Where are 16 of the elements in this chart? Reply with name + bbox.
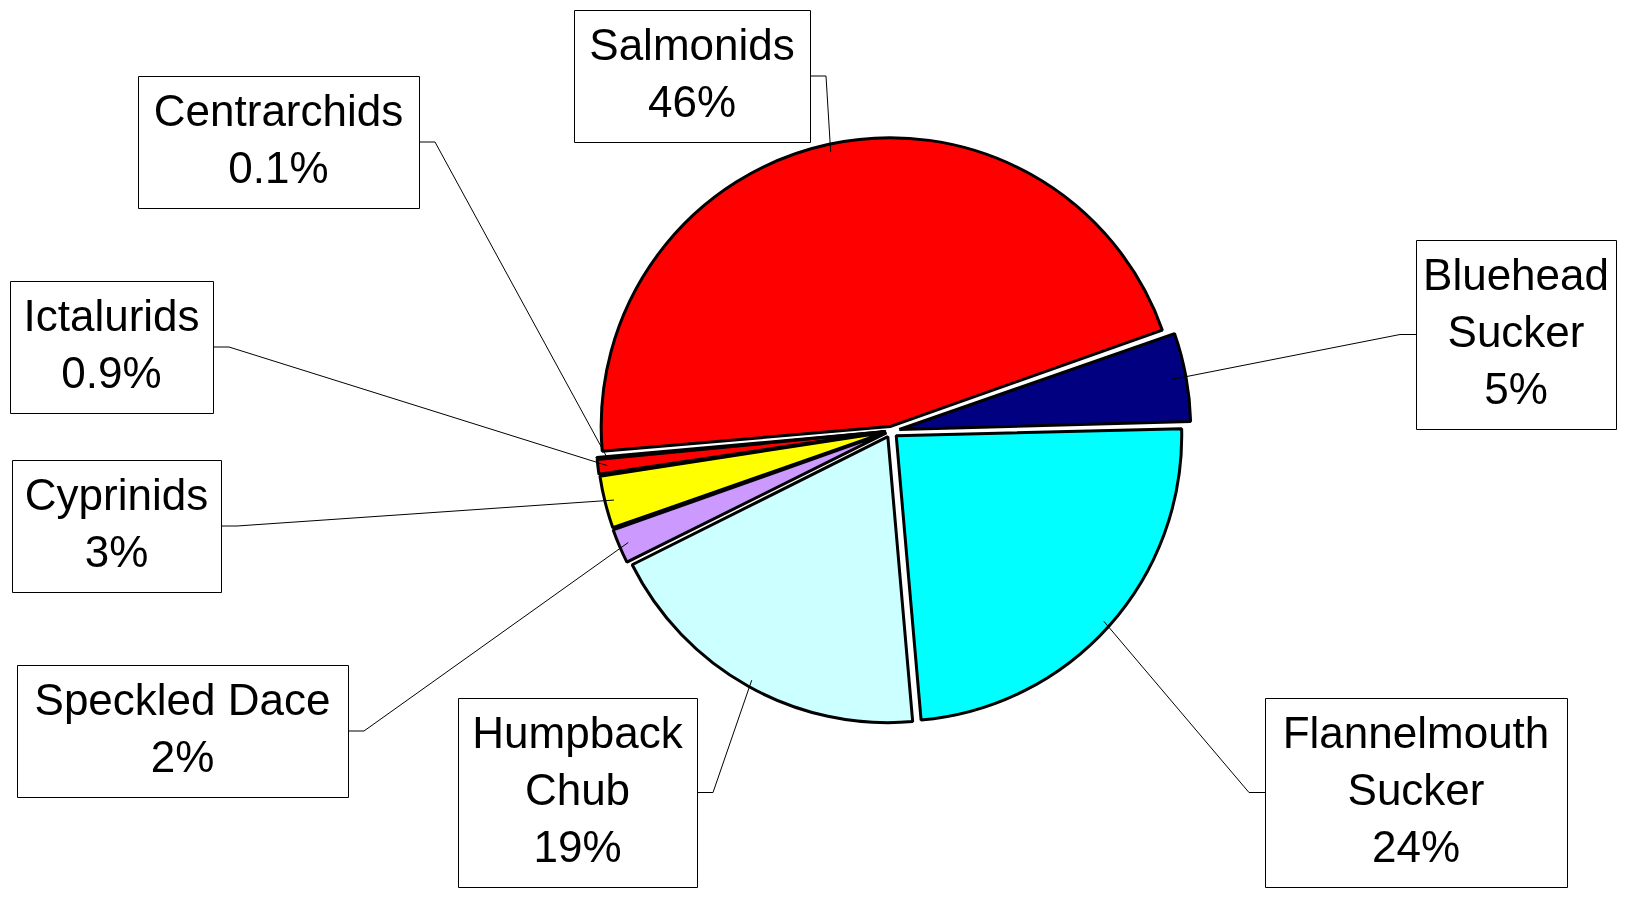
data-label: 5% [1484,363,1548,413]
slice-label: Cyprinids [24,469,209,519]
data-label: 46% [647,76,737,126]
data-label: 0.9% [61,347,162,397]
slice-label: Speckled Dace [34,674,331,724]
data-label: 3% [84,526,149,576]
data-label: 19% [533,821,622,871]
slice-label: Ictalurids [23,290,200,340]
slice-label: Centrarchids [153,85,404,135]
slice-label: Salmonids [589,19,795,69]
data-label: 24% [1371,821,1461,871]
slice-label: Flannelmouth Sucker [1282,707,1550,814]
data-label: 0.1% [228,142,329,192]
slice-label: Humpback Chub [472,707,684,814]
data-label: 2% [150,731,215,781]
slice-label: Bluehead Sucker [1423,249,1609,356]
